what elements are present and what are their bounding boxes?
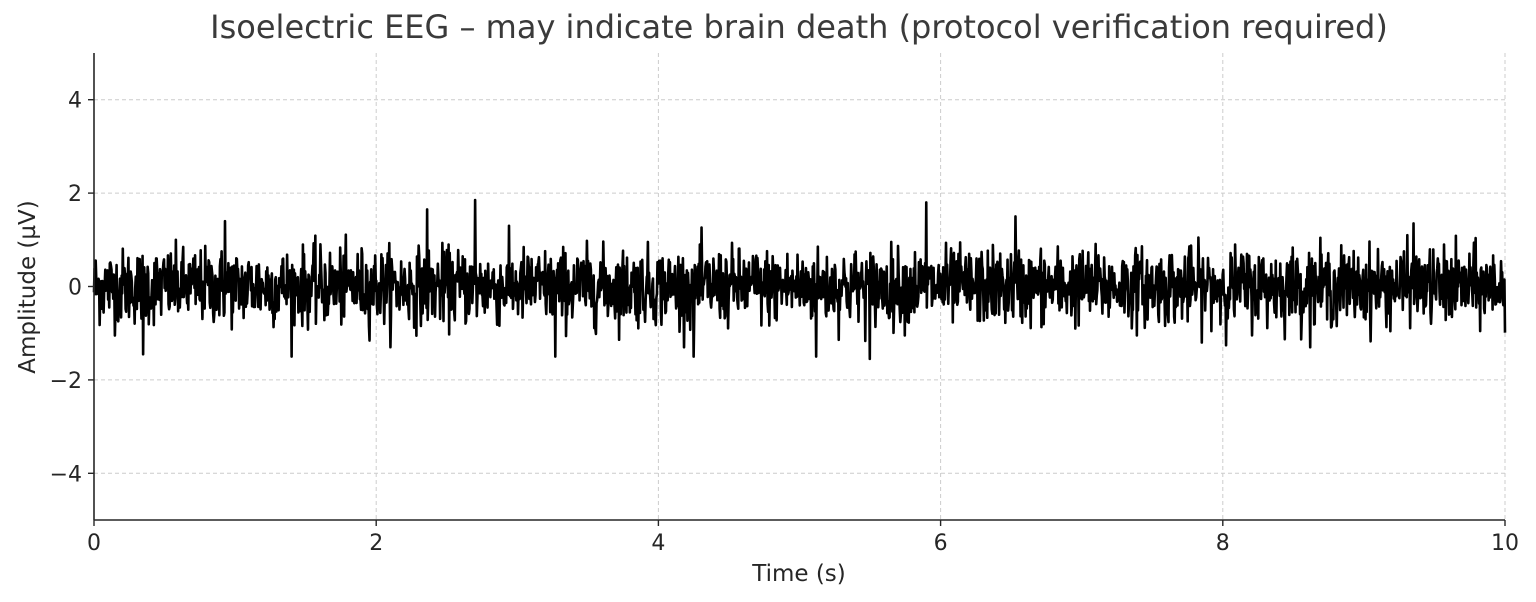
y-axis-label: Amplitude (µV)	[15, 200, 41, 374]
x-tick-label: 0	[87, 531, 101, 556]
y-axis-ticks: −4 −2 0 2 4	[50, 89, 94, 487]
x-tick-label: 8	[1216, 531, 1230, 556]
y-tick-label: −2	[50, 369, 82, 394]
x-tick-label: 2	[369, 531, 383, 556]
chart-title: Isoelectric EEG – may indicate brain dea…	[210, 8, 1388, 46]
y-tick-label: 4	[68, 89, 82, 114]
y-tick-label: −4	[50, 462, 82, 487]
y-tick-label: 2	[68, 182, 82, 207]
x-axis-ticks: 0 2 4 6 8 10	[87, 520, 1519, 556]
x-tick-label: 4	[651, 531, 665, 556]
y-tick-label: 0	[68, 276, 82, 301]
eeg-signal-line	[92, 198, 1507, 361]
x-tick-label: 6	[934, 531, 948, 556]
x-axis-label: Time (s)	[751, 561, 846, 587]
eeg-trace-path	[92, 198, 1507, 361]
x-tick-label: 10	[1491, 531, 1519, 556]
